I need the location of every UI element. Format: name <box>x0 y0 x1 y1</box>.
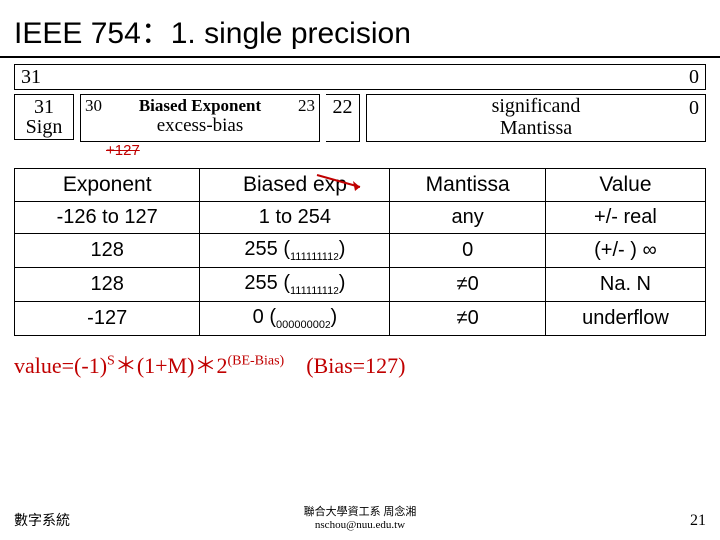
bit-lo: 0 <box>689 66 699 89</box>
table-row: 128 255 (111111112) 0 (+/- ) ∞ <box>15 234 706 268</box>
col-exponent: Exponent <box>15 169 200 202</box>
footer-page-number: 21 <box>690 512 706 530</box>
content-area: 31 0 31 Sign 30 23 Biased Exponent exces… <box>0 64 720 380</box>
mant-bit-right: 0 <box>689 97 699 120</box>
cell: 255 (111111112) <box>200 234 390 268</box>
cell: 0 <box>390 234 545 268</box>
cell: -127 <box>15 302 200 336</box>
sign-box: 31 Sign <box>14 94 74 140</box>
cell: +/- real <box>545 202 705 234</box>
cell: Na. N <box>545 268 705 302</box>
cell: 128 <box>15 234 200 268</box>
mant-label2: Mantissa <box>367 117 705 139</box>
cell: 0 (000000002) <box>200 302 390 336</box>
exp-strike: +127 <box>106 142 140 159</box>
cell: (+/- ) ∞ <box>545 234 705 268</box>
exp-label: Biased Exponent <box>81 95 319 116</box>
col-mantissa: Mantissa <box>390 169 545 202</box>
cell: 255 (111111112) <box>200 268 390 302</box>
cell: underflow <box>545 302 705 336</box>
cell: 128 <box>15 268 200 302</box>
sign-bit: 31 <box>15 97 73 117</box>
value-formula: value=(-1)S＊(1+M)＊2(BE-Bias) (Bias=127) <box>14 348 706 380</box>
bit-range-box: 31 0 <box>14 64 706 90</box>
cell: ≠0 <box>390 302 545 336</box>
table-row: -127 0 (000000002) ≠0 underflow <box>15 302 706 336</box>
cell: 1 to 254 <box>200 202 390 234</box>
cell: any <box>390 202 545 234</box>
field-layout: 31 Sign 30 23 Biased Exponent excess-bia… <box>14 94 706 142</box>
table-header-row: Exponent Biased exp Mantissa Value <box>15 169 706 202</box>
cell: -126 to 127 <box>15 202 200 234</box>
mant-label1: significand <box>367 95 705 117</box>
table-row: 128 255 (111111112) ≠0 Na. N <box>15 268 706 302</box>
exp-bit-left: 30 <box>85 96 102 116</box>
encoding-table: Exponent Biased exp Mantissa Value -126 … <box>14 168 706 336</box>
bit22-box: 22 <box>326 94 360 142</box>
exp-sublabel: excess-bias <box>81 116 319 135</box>
bit-hi: 31 <box>21 66 41 89</box>
col-biased: Biased exp <box>200 169 390 202</box>
bias-note: (Bias=127) <box>306 353 405 378</box>
exponent-wrap: 30 23 Biased Exponent excess-bias +127 <box>80 94 320 142</box>
title-rule <box>0 56 720 58</box>
exponent-box: 30 23 Biased Exponent excess-bias <box>80 94 320 142</box>
footer-left: 數字系統 <box>14 510 70 530</box>
mantissa-box: 0 significand Mantissa <box>366 94 706 142</box>
slide-title: IEEE 754：1. single precision <box>0 0 720 56</box>
footer-center: 聯合大學資工系 周念湘 nschou@nuu.edu.tw <box>304 506 417 532</box>
sign-label: Sign <box>15 117 73 137</box>
table-row: -126 to 127 1 to 254 any +/- real <box>15 202 706 234</box>
exp-bit-right: 23 <box>298 96 315 116</box>
cell: ≠0 <box>390 268 545 302</box>
col-value: Value <box>545 169 705 202</box>
